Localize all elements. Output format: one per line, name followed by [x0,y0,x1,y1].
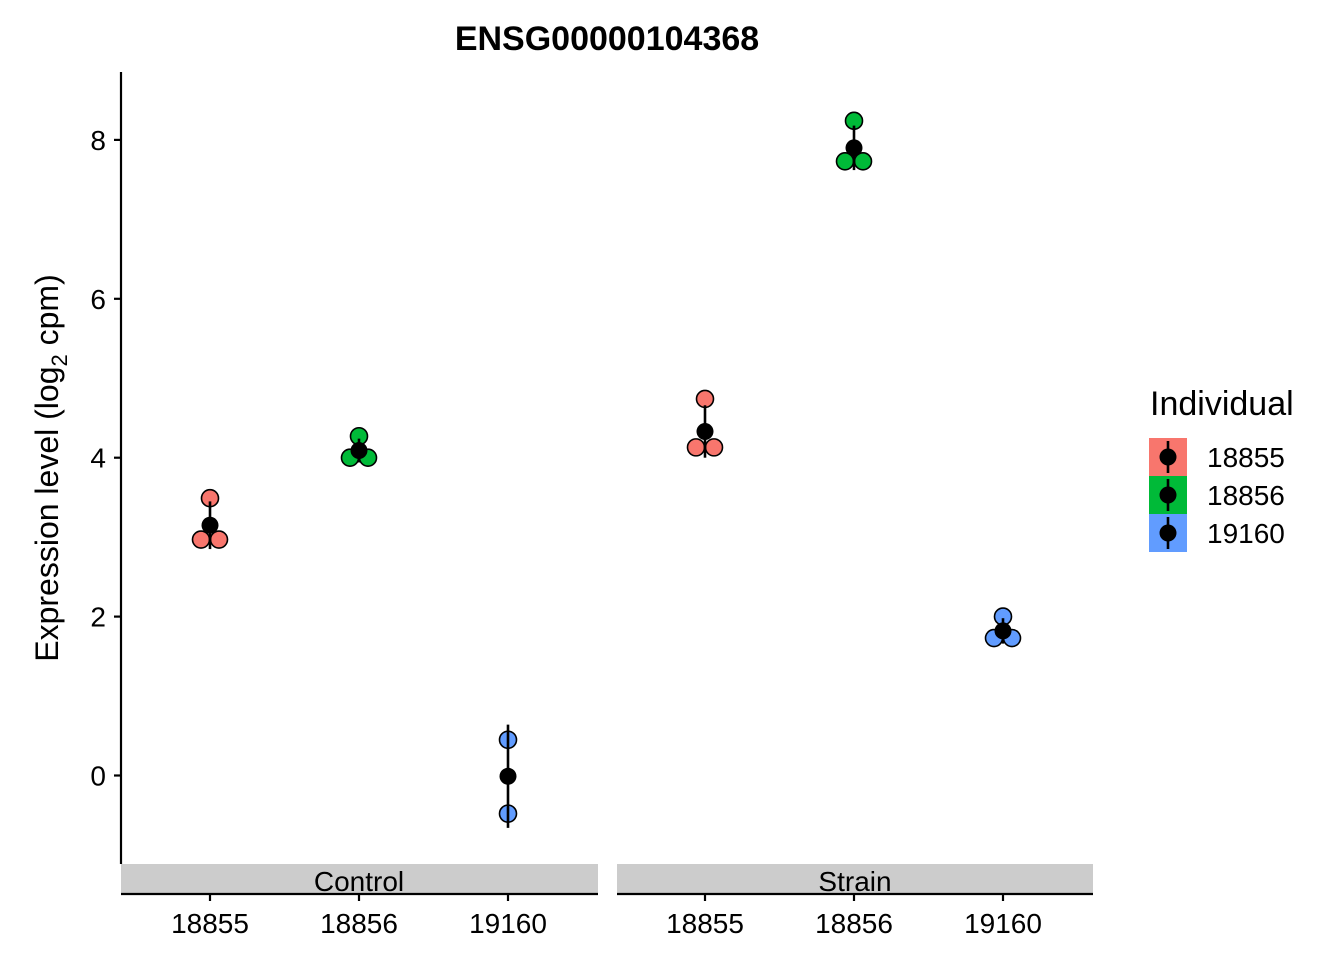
x-tick-label-control-18855: 18855 [171,908,249,939]
legend-label-19160: 19160 [1207,518,1285,549]
x-tick-label-control-18856: 18856 [320,908,398,939]
mean-point-strain-18856 [845,139,863,157]
point-strain-18855-0 [695,389,715,409]
mean-point-control-18856 [350,442,368,460]
y-axis-title-suffix: cpm) [29,274,65,354]
point-control-18855-1 [191,530,211,549]
legend-label-18856: 18856 [1207,480,1285,511]
y-tick-label-0: 0 [90,761,106,792]
point-strain-18855-1 [686,438,706,457]
facet-panel-control: Control [121,864,598,897]
x-tick-label-strain-18855: 18855 [666,908,744,939]
legend-label-18855: 18855 [1207,442,1285,473]
y-axis-title-subscript: 2 [47,354,72,366]
y-axis-title-prefix: Expression level (log [29,367,65,662]
point-strain-18855-2 [704,438,724,457]
y-tick-label-2: 4 [90,443,106,474]
x-tick-label-control-19160: 19160 [469,908,547,939]
legend-key-point-18856 [1159,486,1177,504]
y-tick-label-4: 8 [90,125,106,156]
facet-panel-strain: Strain [617,864,1093,897]
legend-key-point-18855 [1159,448,1177,466]
y-axis: 0 2 4 6 8 [90,72,123,864]
x-tick-label-strain-18856: 18856 [815,908,893,939]
legend-title: Individual [1150,385,1294,423]
y-tick-label-3: 6 [90,284,106,315]
legend: Individual 18855 18856 19160 [1149,385,1294,552]
point-control-18855-2 [209,530,229,549]
y-tick-label-1: 2 [90,602,106,633]
mean-point-control-19160 [499,767,517,785]
mean-point-control-18855 [201,516,219,534]
chart-title: ENSG00000104368 [455,20,759,58]
mean-point-strain-19160 [994,622,1012,640]
mean-point-strain-18855 [696,422,714,440]
y-axis-title: Expression level (log2 cpm) [29,274,72,662]
data-marks: 18855 18856 19160 18855 18856 19160 [171,111,1042,939]
strip-background-strain [617,864,1093,893]
x-tick-label-strain-19160: 19160 [964,908,1042,939]
legend-key-point-19160 [1159,524,1177,542]
strip-label-control: Control [314,866,404,897]
strip-background-control [121,864,598,893]
strip-label-strain: Strain [818,866,891,897]
